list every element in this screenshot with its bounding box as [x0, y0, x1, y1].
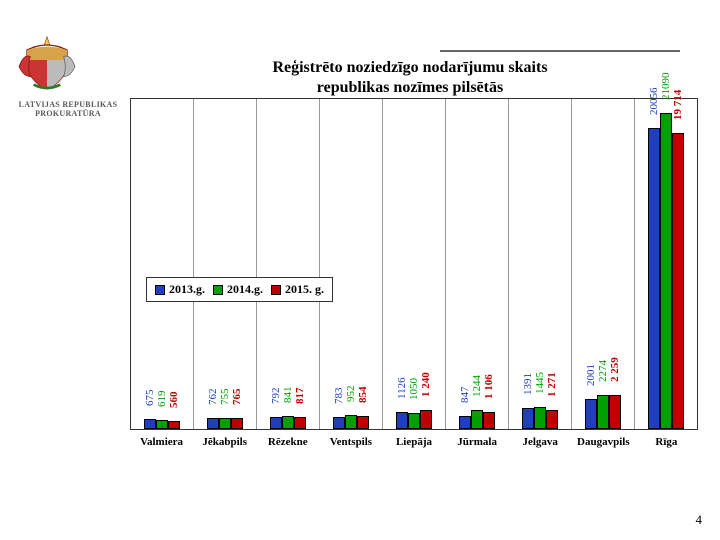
bar-value-label: 1445 [534, 372, 546, 394]
bar-group: 200562109019 714 [635, 99, 697, 429]
bar-value-label: 817 [294, 387, 306, 404]
legend-item: 2014.g. [213, 282, 263, 297]
bar-group: 762755765 [194, 99, 257, 429]
bar-value-label: 560 [168, 391, 180, 408]
legend-label: 2015. g. [285, 282, 324, 297]
bar-value-label: 619 [156, 390, 168, 407]
x-axis-label: Daugavpils [572, 432, 635, 448]
bar: 21090 [660, 113, 672, 429]
bar-group: 84712441 106 [446, 99, 509, 429]
bar: 2001 [585, 399, 597, 429]
chart-title: Reģistrēto noziedzīgo nodarījumu skaitsr… [180, 58, 640, 98]
x-axis-label: Jūrmala [446, 432, 509, 448]
bar: 841 [282, 416, 294, 429]
bar-value-label: 847 [459, 387, 471, 404]
bar-value-label: 1391 [522, 373, 534, 395]
legend-label: 2014.g. [227, 282, 263, 297]
bar-value-label: 2274 [597, 360, 609, 382]
bar: 1126 [396, 412, 408, 429]
bar-value-label: 1 271 [546, 372, 558, 397]
bar-value-label: 2001 [585, 364, 597, 386]
bar-group: 200122742 259 [572, 99, 635, 429]
bar: 854 [357, 416, 369, 429]
header-divider [440, 44, 680, 52]
x-axis-label: Ventspils [319, 432, 382, 448]
x-axis-label: Jēkabpils [193, 432, 256, 448]
bar-value-label: 2 259 [609, 357, 621, 382]
x-axis-label: Rēzekne [256, 432, 319, 448]
bar: 619 [156, 420, 168, 429]
bar-value-label: 19 714 [672, 90, 684, 120]
bar: 792 [270, 417, 282, 429]
bar-value-label: 792 [270, 388, 282, 405]
bar: 1 271 [546, 410, 558, 429]
bar: 675 [144, 419, 156, 429]
bar: 560 [168, 421, 180, 429]
bar-value-label: 765 [231, 388, 243, 405]
bar-value-label: 952 [345, 385, 357, 402]
legend-swatch [271, 285, 281, 295]
bar-group: 139114451 271 [509, 99, 572, 429]
bar-group: 792841817 [257, 99, 320, 429]
coat-of-arms-icon [12, 30, 82, 90]
chart-area: 6756195607627557657928418177839528541126… [130, 98, 698, 430]
bar: 1244 [471, 410, 483, 429]
bar-value-label: 21090 [660, 72, 672, 100]
bar-value-label: 762 [207, 388, 219, 405]
legend-label: 2013.g. [169, 282, 205, 297]
bar: 783 [333, 417, 345, 429]
bar: 1 106 [483, 412, 495, 429]
bar-value-label: 854 [357, 387, 369, 404]
bar: 847 [459, 416, 471, 429]
bar-value-label: 1 240 [420, 373, 432, 398]
bar: 2 259 [609, 395, 621, 429]
bar: 952 [345, 415, 357, 429]
x-axis-labels: ValmieraJēkabpilsRēzekneVentspilsLiepāja… [130, 432, 698, 448]
bar-group: 783952854 [320, 99, 383, 429]
bar: 20056 [648, 128, 660, 429]
bar-value-label: 1050 [408, 378, 420, 400]
bar-value-label: 755 [219, 388, 231, 405]
legend-swatch [155, 285, 165, 295]
bar-value-label: 1126 [396, 378, 408, 400]
bar: 817 [294, 417, 306, 429]
bar-value-label: 783 [333, 388, 345, 405]
legend: 2013.g. 2014.g. 2015. g. [146, 277, 333, 302]
x-axis-label: Liepāja [382, 432, 445, 448]
bar: 765 [231, 418, 243, 429]
bar-value-label: 20056 [648, 88, 660, 116]
bar: 1445 [534, 407, 546, 429]
legend-swatch [213, 285, 223, 295]
bar: 1050 [408, 413, 420, 429]
org-label: LATVIJAS REPUBLIKASPROKURATŪRA [8, 100, 128, 118]
bar-value-label: 1 106 [483, 375, 495, 400]
bar-value-label: 675 [144, 389, 156, 406]
bar: 1391 [522, 408, 534, 429]
x-axis-label: Valmiera [130, 432, 193, 448]
bar-value-label: 1244 [471, 375, 483, 397]
page-number: 4 [696, 512, 703, 528]
bar: 1 240 [420, 410, 432, 429]
x-axis-label: Jelgava [509, 432, 572, 448]
legend-item: 2015. g. [271, 282, 324, 297]
x-axis-label: Rīga [635, 432, 698, 448]
bar: 19 714 [672, 133, 684, 429]
bar-group: 112610501 240 [383, 99, 446, 429]
bar-group: 675619560 [131, 99, 194, 429]
legend-item: 2013.g. [155, 282, 205, 297]
bar-value-label: 841 [282, 387, 294, 404]
bar: 762 [207, 418, 219, 429]
bar: 755 [219, 418, 231, 429]
bar: 2274 [597, 395, 609, 429]
